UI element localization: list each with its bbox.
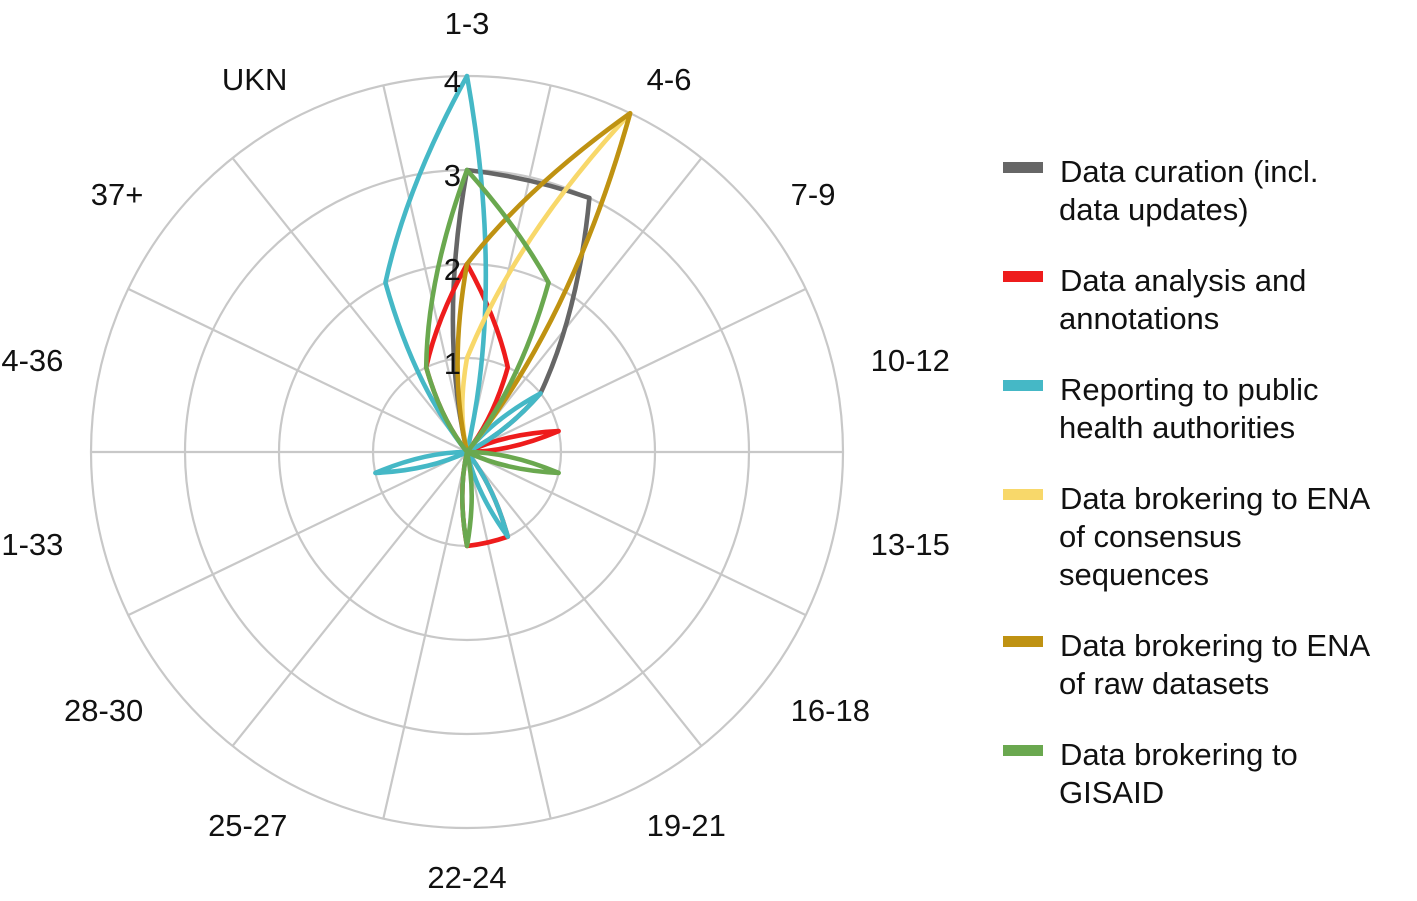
category-label: 19-21 [647,808,726,843]
grid-spoke [466,157,703,453]
category-label: 1-3 [445,6,490,41]
category-label: 25-27 [208,808,287,843]
radial-tick-label: 2 [444,252,461,287]
category-label: 10-12 [871,343,950,378]
series-line [455,110,633,455]
category-label: 31-33 [0,527,63,562]
legend-label: Data brokering to ENA [1060,481,1370,516]
grid-spoke [465,85,552,453]
category-label: 7-9 [791,177,836,212]
legend-label: data updates) [1059,192,1249,227]
category-label: 28-30 [64,693,143,728]
legend-swatch [1003,745,1043,756]
category-label: 37+ [91,177,144,212]
legend-swatch [1003,380,1043,391]
grid-spoke [466,451,807,617]
category-labels: 1-3 4-6 7-9 10-12 13-15 16-18 19-21 22-24 25-27 2… [0,6,950,895]
radial-ticks: 1 2 3 4 [444,64,461,381]
series-layer [373,73,633,549]
legend-label: GISAID [1059,775,1164,810]
category-label: 16-18 [791,693,870,728]
legend-label: Data brokering to [1060,737,1298,772]
legend-label: annotations [1059,301,1219,336]
category-label: 22-24 [427,860,506,895]
legend-swatch [1003,489,1043,500]
legend-swatch [1003,636,1043,647]
grid-spoke [465,451,552,819]
legend-label: health authorities [1059,410,1295,445]
legend-swatch [1003,162,1043,173]
grid-spoke [127,451,468,617]
legend: Data curation (incl.data updates) Data a… [1003,154,1370,810]
radial-tick-label: 4 [444,64,461,99]
legend-label: Data analysis and [1060,263,1306,298]
legend-label: sequences [1059,557,1209,592]
legend-swatch [1003,271,1043,282]
grid-spoke [231,157,468,453]
category-label: UKN [222,62,287,97]
grid-spoke [466,287,807,453]
category-label: 34-36 [0,343,63,378]
radial-tick-label: 1 [444,346,461,381]
series-line [423,167,561,549]
grid-spoke [382,85,469,453]
legend-label: of raw datasets [1059,666,1269,701]
radial-tick-label: 3 [444,158,461,193]
legend-label: Data brokering to ENA [1060,628,1370,663]
grid [89,74,845,830]
legend-label: Reporting to public [1060,372,1319,407]
legend-label: of consensus [1059,519,1242,554]
grid-spoke [231,451,468,747]
category-label: 4-6 [647,62,692,97]
grid-spoke [382,451,469,819]
category-label: 13-15 [871,527,950,562]
legend-label: Data curation (incl. [1060,154,1318,189]
grid-spoke [127,287,468,453]
grid-spoke [466,451,703,747]
